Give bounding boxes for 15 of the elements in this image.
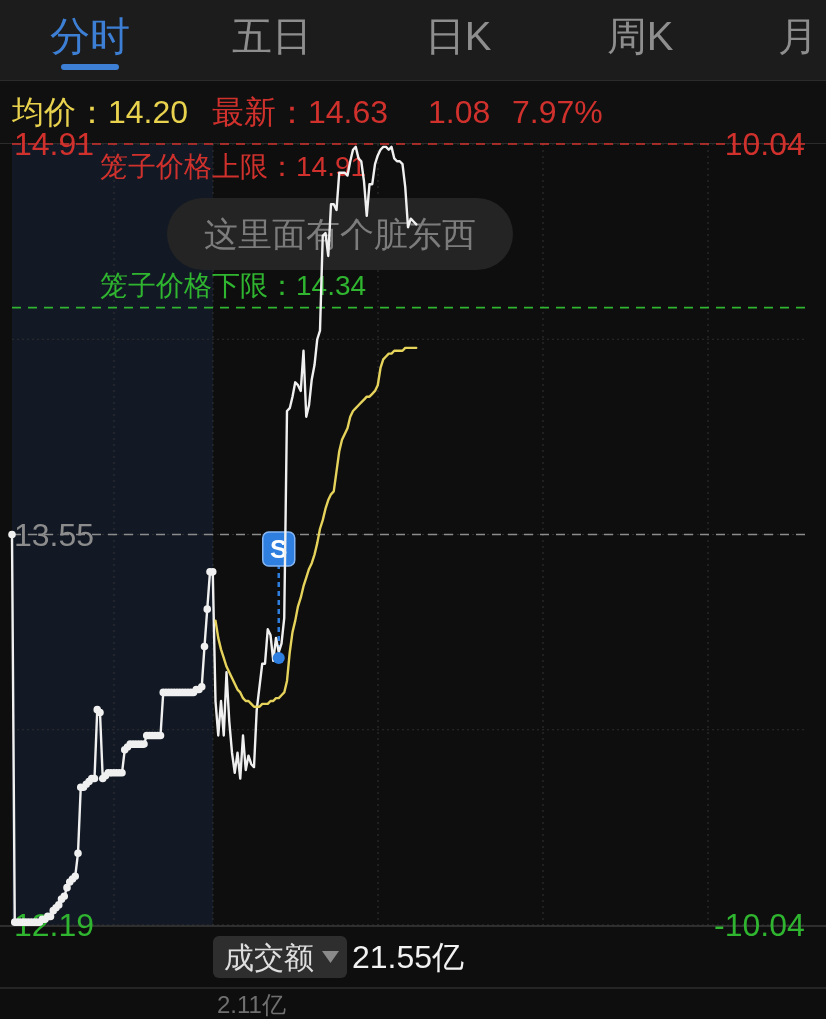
quote-label: 最新：14.63 <box>212 94 389 130</box>
dropdown: 成交额 <box>213 936 347 978</box>
quote-label: 均价：14.20 <box>12 94 189 130</box>
y-tick-label: 13.55 <box>14 516 95 553</box>
tab-label: 日K <box>424 14 492 58</box>
y2-tick-label: 10.04 <box>724 126 805 162</box>
tab-label: 月 <box>778 14 818 58</box>
tab-label: 周K <box>606 14 674 58</box>
quote-label: 7.97% <box>512 94 603 130</box>
volume-total-label: 21.55亿 <box>352 939 465 975</box>
tab-label: 分时 <box>50 14 130 58</box>
volume-axis-label: 2.11亿 <box>217 990 286 1018</box>
quote-label: 1.08 <box>428 94 491 130</box>
tab-label: 五日 <box>232 14 312 58</box>
y2-tick-label: -10.04 <box>714 907 805 943</box>
